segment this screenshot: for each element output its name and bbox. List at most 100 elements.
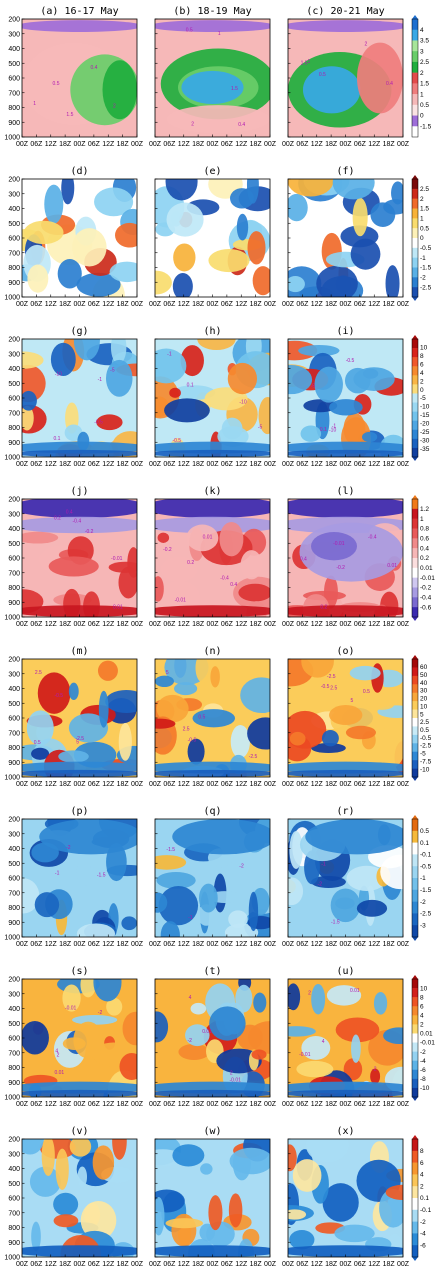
contour-label: 0.01 bbox=[350, 988, 360, 994]
contour-area bbox=[29, 1166, 61, 1197]
contour-area bbox=[156, 694, 189, 723]
colorbar-swatch bbox=[412, 438, 418, 449]
panel-title: (v) bbox=[70, 1126, 88, 1137]
colorbar-frame bbox=[411, 18, 419, 138]
y-tick-label: 500 bbox=[8, 1181, 20, 1188]
contour-area bbox=[288, 193, 308, 222]
x-tick-label: 12Z bbox=[368, 1261, 381, 1267]
contour-area bbox=[53, 1214, 79, 1228]
contour-label: 2.5 bbox=[35, 670, 42, 676]
contour-area bbox=[288, 1245, 403, 1257]
contour-area bbox=[69, 1139, 92, 1157]
panel-title: (i) bbox=[336, 326, 354, 337]
colorbar-swatch bbox=[412, 567, 418, 578]
contour-area bbox=[127, 547, 137, 578]
contour-area bbox=[230, 725, 250, 759]
panel-5-2: (n)00Z 06Z 12Z 18Z 00Z 06Z 12Z 18Z 00Z-0.5-2.50.… bbox=[149, 646, 277, 788]
colorbar-swatch bbox=[412, 499, 418, 510]
colorbar-label: 1 bbox=[420, 91, 424, 98]
contour-label: 0.01 bbox=[54, 1070, 64, 1076]
panel-8-2: (w)00Z 06Z 12Z 18Z 00Z 06Z 12Z 18Z 00Z bbox=[149, 1126, 277, 1267]
contour-area bbox=[217, 426, 249, 447]
x-tick-label: 00Z bbox=[206, 301, 219, 308]
contour-label: 1.5 bbox=[301, 61, 308, 67]
x-tick-label: 00Z bbox=[149, 1101, 162, 1108]
panel-field bbox=[22, 659, 137, 777]
contour-area bbox=[236, 213, 249, 241]
colorbar-swatch bbox=[412, 1209, 418, 1222]
x-tick-label: 00Z bbox=[73, 1261, 86, 1267]
x-tick-label: 06Z bbox=[163, 141, 176, 148]
x-tick-label: 00Z bbox=[206, 621, 219, 628]
contour-area bbox=[332, 179, 375, 200]
x-tick-label: 00Z bbox=[397, 1261, 410, 1267]
colorbar-swatch bbox=[412, 72, 418, 84]
contour-area bbox=[22, 605, 137, 617]
colorbar-swatch bbox=[412, 577, 418, 588]
contour-area bbox=[253, 992, 267, 1013]
y-tick-label: 1000 bbox=[4, 935, 20, 942]
contour-area bbox=[391, 181, 403, 205]
x-tick-label: 06Z bbox=[88, 781, 101, 788]
colorbar-label: -30 bbox=[420, 437, 430, 444]
colorbar-swatch bbox=[412, 1015, 418, 1025]
panel-title: (a) 16-17 May bbox=[40, 6, 118, 17]
contour-label: 0.01 bbox=[113, 604, 123, 610]
colorbar-frame bbox=[411, 658, 419, 778]
colorbar-label: -0.4 bbox=[420, 595, 432, 602]
y-tick-label: 200 bbox=[8, 17, 20, 24]
colorbar-arrow-top bbox=[412, 335, 418, 339]
x-tick-label: 06Z bbox=[354, 1101, 367, 1108]
y-tick-label: 700 bbox=[8, 1050, 20, 1057]
contour-area bbox=[58, 750, 89, 763]
x-tick-label: 06Z bbox=[163, 781, 176, 788]
panel-field bbox=[22, 499, 137, 617]
contour-label: -2.5 bbox=[327, 674, 336, 680]
x-tick-label: 18Z bbox=[192, 141, 205, 148]
x-tick-label: 00Z bbox=[16, 1261, 29, 1267]
panel-title: (p) bbox=[70, 806, 88, 817]
x-tick-label: 06Z bbox=[354, 781, 367, 788]
colorbar-swatch bbox=[412, 218, 418, 229]
contour-area bbox=[300, 425, 322, 442]
colorbar-swatch bbox=[412, 1042, 418, 1052]
contour-label: -5 bbox=[110, 367, 115, 373]
contour-area bbox=[258, 397, 270, 435]
colorbar-swatch bbox=[412, 208, 418, 219]
x-tick-label: 06Z bbox=[296, 1101, 309, 1108]
panel-3-2: (h)00Z 06Z 12Z 18Z 00Z 06Z 12Z 18Z 00Z0.1-0.5-1-… bbox=[149, 326, 277, 468]
x-tick-label: 12Z bbox=[102, 1101, 115, 1108]
colorbar-label: -25 bbox=[420, 429, 430, 436]
contour-label: 5 bbox=[351, 698, 354, 704]
contour-area bbox=[301, 659, 334, 678]
contour-area bbox=[289, 1229, 315, 1250]
contour-area bbox=[121, 916, 137, 931]
colorbar-arrow-top bbox=[412, 975, 418, 979]
x-tick-label: 18Z bbox=[192, 781, 205, 788]
y-tick-label: 700 bbox=[8, 890, 20, 897]
colorbar-frame bbox=[411, 818, 419, 938]
colorbar-arrow-top bbox=[412, 175, 418, 179]
x-tick-label: 06Z bbox=[221, 1101, 234, 1108]
contour-area bbox=[22, 499, 137, 518]
contour-area bbox=[80, 979, 96, 998]
panel-title: (m) bbox=[70, 646, 88, 657]
panel-field bbox=[155, 179, 270, 297]
colorbar-swatch bbox=[412, 718, 418, 727]
x-tick-label: 00Z bbox=[149, 141, 162, 148]
contour-label: 4 bbox=[322, 1039, 325, 1045]
contour-area bbox=[185, 1024, 210, 1047]
x-tick-label: 18Z bbox=[325, 1261, 338, 1267]
x-tick-label: 00Z bbox=[282, 941, 295, 948]
colorbar-swatch bbox=[412, 1150, 418, 1163]
contour-area bbox=[93, 979, 122, 1002]
contour-label: -0.2 bbox=[85, 529, 94, 535]
contour-area bbox=[156, 871, 196, 889]
colorbar-swatch bbox=[412, 447, 418, 458]
contour-area bbox=[122, 1011, 137, 1046]
contour-label: -0.5 bbox=[54, 693, 63, 699]
x-tick-label: 00Z bbox=[282, 1101, 295, 1108]
x-tick-label: 06Z bbox=[296, 941, 309, 948]
